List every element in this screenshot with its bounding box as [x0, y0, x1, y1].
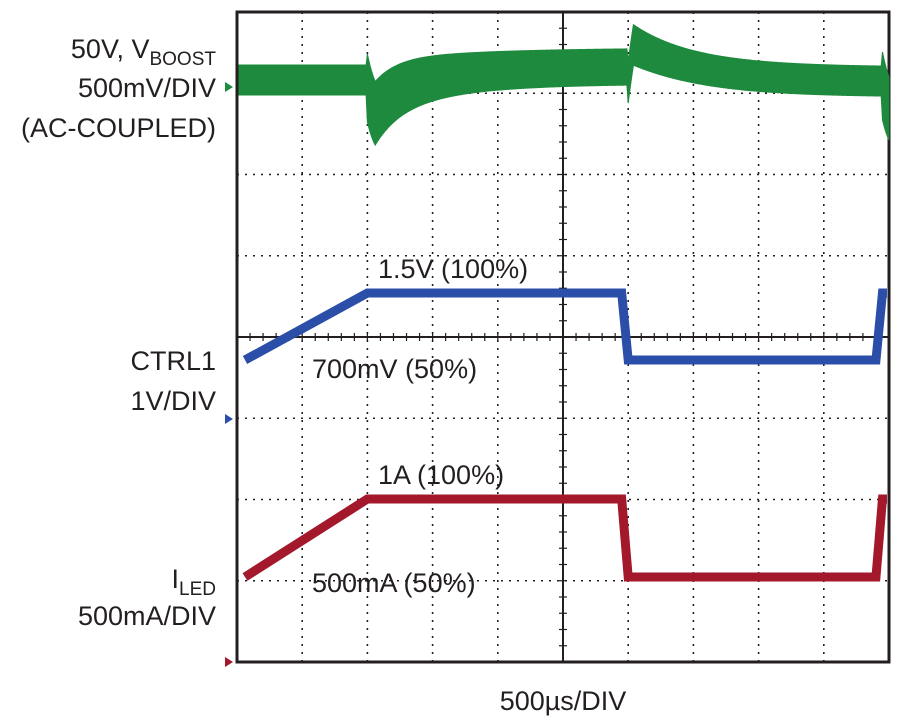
iled-scale: 500mA/DIV — [78, 601, 216, 631]
vboost-trace — [238, 23, 890, 147]
vboost-scale: 500mV/DIV — [78, 73, 216, 103]
iled-label-main: I — [172, 564, 180, 594]
x-axis-label: 500µs/DIV — [500, 686, 627, 716]
iled-low-annotation: 500mA (50%) — [312, 568, 476, 598]
vboost-label: 50V, VBOOST — [71, 34, 216, 70]
vboost-coupling: (AC-COUPLED) — [21, 113, 216, 143]
vboost-label-sub: BOOST — [149, 49, 216, 70]
iled-marker-icon — [225, 657, 233, 667]
iled-high-annotation: 1A (100%) — [378, 460, 504, 490]
vboost-label-main: 50V, V — [71, 34, 150, 64]
ctrl1-high-annotation: 1.5V (100%) — [378, 254, 528, 284]
ctrl1-scale: 1V/DIV — [130, 386, 216, 416]
ctrl1-low-annotation: 700mV (50%) — [312, 354, 477, 384]
ctrl1-label: CTRL1 — [130, 346, 216, 376]
iled-trace — [242, 494, 887, 582]
ctrl1-marker-icon — [225, 414, 233, 424]
center-ticks — [249, 27, 877, 647]
iled-label: ILED — [172, 564, 216, 600]
ctrl1-trace — [242, 288, 887, 365]
iled-label-sub: LED — [179, 579, 216, 600]
vboost-marker-icon — [225, 82, 233, 92]
